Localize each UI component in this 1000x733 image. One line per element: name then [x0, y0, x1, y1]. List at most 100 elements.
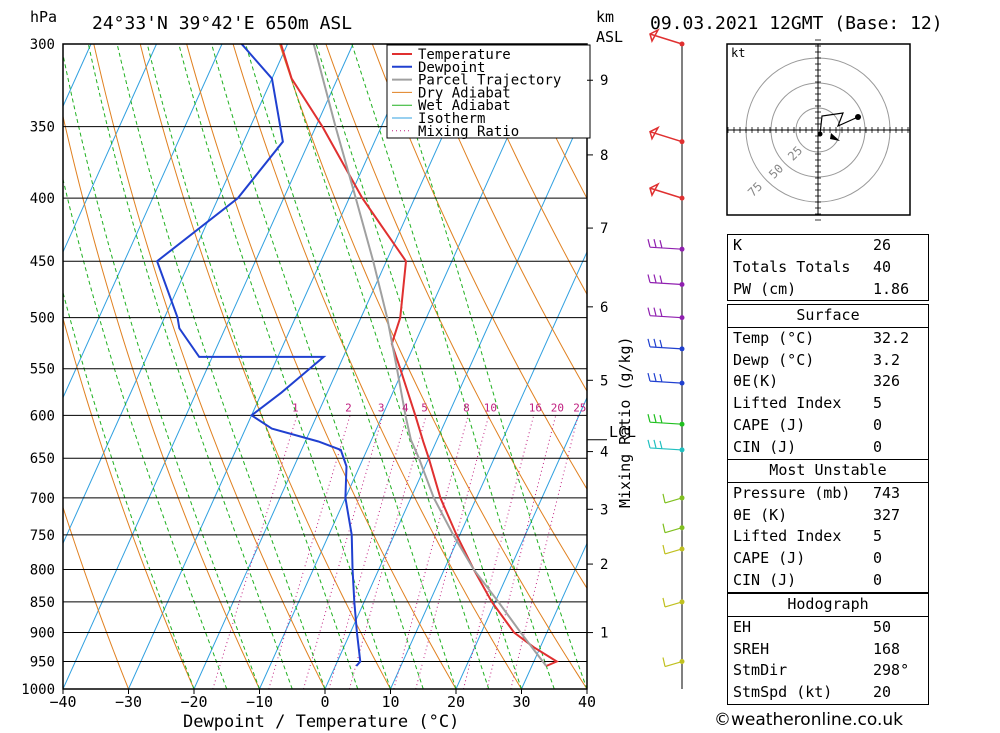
km-tick-label: 5: [600, 373, 608, 389]
mixing-ratio-labels: 1 2 3 4 5 8 10 16 20 25: [292, 401, 586, 414]
sounding-series: [155, 44, 559, 667]
pressure-tick-label: 300: [30, 37, 55, 53]
temperature-line: [279, 44, 559, 667]
hodo-stmspd: StmSpd (kt) 20: [733, 683, 892, 702]
isotherm-line: [63, 44, 157, 254]
wind-barb-flag: [649, 182, 683, 199]
mixing-ratio-tick-label: 2: [345, 401, 352, 414]
isotherm-line: [0, 44, 26, 689]
pressure-tick-labels: 300 350 400 450 500 550 600 650 700 750 800 850 900 9…: [21, 37, 55, 698]
km-tick-label: 6: [600, 300, 608, 316]
wind-barb-feathers: [662, 657, 683, 668]
isotherm-line: [63, 44, 354, 689]
wind-barb: [647, 274, 683, 286]
isobars: [63, 43, 587, 690]
pressure-tick-label: 800: [30, 562, 55, 578]
dry-adiabat-line: [63, 114, 260, 689]
wind-barb-feathers: [647, 239, 683, 250]
surface-temp: Temp (°C) 32.2: [733, 328, 910, 347]
wind-barb-feathers: [647, 414, 683, 425]
wind-barb-feathers: [662, 493, 683, 504]
wind-barb-feathers: [647, 372, 683, 384]
mu-thetae: θE (K) 327: [733, 505, 901, 524]
wind-barb: [647, 239, 683, 250]
wind-barb: [662, 544, 683, 555]
wind-barb-feathers: [662, 597, 683, 608]
pressure-tick-label: 700: [30, 491, 55, 507]
hodo-sreh: SREH 168: [733, 639, 901, 658]
legend-label: Dewpoint: [418, 60, 485, 76]
dry-adiabat-line: [464, 44, 587, 296]
mixing-ratio-line: [348, 415, 427, 689]
wet-adiabat-line: [211, 44, 424, 689]
mu-lifted-index: Lifted Index 5: [733, 527, 883, 546]
wind-barb-feathers: [647, 338, 683, 350]
wet-adiabat-line: [386, 44, 587, 689]
pressure-tick-label: 450: [30, 254, 55, 270]
mixing-ratio-line: [415, 415, 490, 689]
pressure-tick-label: 400: [30, 191, 55, 207]
wind-barb: [662, 597, 683, 608]
pressure-tick-label: 650: [30, 451, 55, 467]
wind-barb: [649, 182, 683, 199]
wind-barbs: [647, 28, 685, 668]
mixing-ratio-tick-label: 16: [529, 401, 542, 414]
temperature-tick-label: −10: [246, 693, 273, 711]
mixing-ratio-line: [463, 415, 535, 689]
hodograph-start-dot: [817, 131, 823, 137]
wet-adiabat-line: [146, 44, 359, 689]
km-tick-label: 9: [600, 73, 608, 89]
pressure-tick-label: 1000: [21, 682, 55, 698]
surface-lifted-index: Lifted Index 5: [733, 394, 883, 413]
mu-cape: CAPE (J) 0: [733, 549, 883, 568]
isotherm-line: [324, 105, 587, 689]
wind-barb: [647, 414, 683, 425]
mixing-ratio-tick-label: 1: [292, 401, 299, 414]
temperature-tick-label: 40: [578, 693, 596, 711]
dry-adiabat-line: [976, 44, 1000, 689]
wet-adiabat-line: [63, 52, 260, 689]
temperature-tick-label: 30: [512, 693, 530, 711]
temperature-tick-label: −40: [49, 693, 76, 711]
km-unit-label: km: [596, 8, 614, 26]
dry-adiabat-line: [279, 44, 587, 689]
wind-barb-feathers: [662, 544, 683, 555]
pressure-tick-label: 900: [30, 626, 55, 642]
wind-barb: [649, 125, 683, 143]
pressure-tick-label: 600: [30, 408, 55, 424]
wet-adiabat-line: [245, 44, 457, 689]
asl-unit-label: ASL: [596, 28, 623, 46]
isotherm-line: [128, 44, 419, 689]
hodo-eh: EH 50: [733, 617, 892, 636]
wind-barb-feathers: [647, 274, 683, 286]
legend-label: Dry Adiabat: [418, 85, 511, 101]
km-tick-label: 3: [600, 502, 608, 518]
wind-barb: [647, 307, 683, 319]
temperature-tick-label: 0: [320, 693, 329, 711]
wind-barb: [647, 372, 683, 384]
isotherm-line: [259, 44, 550, 689]
wet-adiabat-line: [315, 44, 522, 689]
mixing-ratio-tick-label: 5: [421, 401, 428, 414]
dry-adiabat-line: [232, 44, 522, 689]
location-title: 24°33'N 39°42'E 650m ASL: [92, 13, 352, 34]
legend-label: Temperature: [418, 47, 511, 63]
legend-label: Parcel Trajectory: [418, 73, 561, 89]
dry-adiabat-line: [63, 505, 129, 689]
pressure-tick-label: 850: [30, 595, 55, 611]
temperature-tick-label: −30: [115, 693, 142, 711]
temperature-tick-labels: −40 −30 −20 −10 0 10 20 30 40: [49, 689, 596, 711]
surface-cin: CIN (J) 0: [733, 437, 883, 456]
index-row-pw: PW (cm) 1.86: [733, 279, 910, 298]
left-unit-label: hPa: [30, 8, 57, 26]
lcl-label: LCL: [609, 423, 636, 441]
wind-barb-feathers: [662, 523, 683, 534]
mixing-ratio-tick-label: 4: [402, 401, 409, 414]
most-unstable-title: Most Unstable: [728, 460, 928, 483]
surface-title: Surface: [728, 305, 928, 328]
pressure-tick-label: 950: [30, 655, 55, 671]
surface-table: Surface Temp (°C) 32.2 Dewp (°C) 3.2 θE(K)…: [727, 304, 929, 460]
isotherm-line: [455, 396, 587, 689]
pressure-tick-label: 500: [30, 311, 55, 327]
